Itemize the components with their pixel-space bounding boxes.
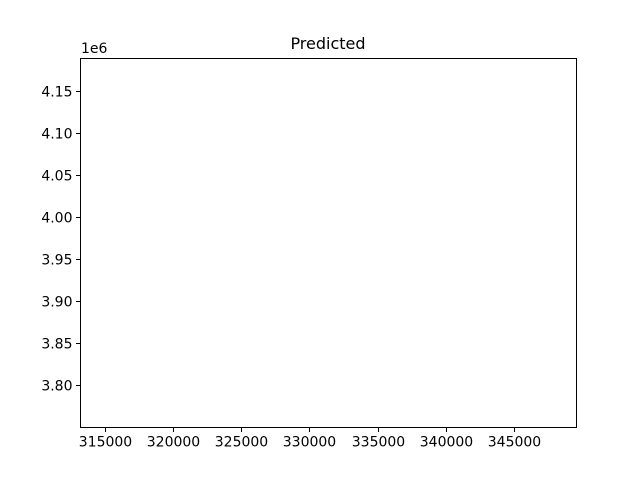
y-tick-label: 3.85 <box>41 337 72 353</box>
x-tick-label: 340000 <box>420 435 473 451</box>
y-tick-label: 3.80 <box>41 379 72 395</box>
x-tick-label: 345000 <box>488 435 541 451</box>
x-tick-label: 330000 <box>283 435 336 451</box>
x-tick-label: 315000 <box>79 435 132 451</box>
x-tick-label: 325000 <box>215 435 268 451</box>
y-tick-label: 3.95 <box>41 253 72 269</box>
x-tick-label: 335000 <box>352 435 405 451</box>
plot-area <box>80 58 577 428</box>
y-tick-label: 3.90 <box>41 295 72 311</box>
axis-ticks: 315000 320000 325000 330000 335000 340000 3450… <box>41 85 541 451</box>
y-offset-label: 1e6 <box>81 41 108 57</box>
y-tick-label: 4.10 <box>41 127 72 143</box>
y-tick-label: 4.15 <box>41 85 72 101</box>
y-tick-label: 4.05 <box>41 169 72 185</box>
y-tick-label: 4.00 <box>41 211 72 227</box>
chart-title: Predicted <box>290 34 365 53</box>
x-tick-label: 320000 <box>147 435 200 451</box>
